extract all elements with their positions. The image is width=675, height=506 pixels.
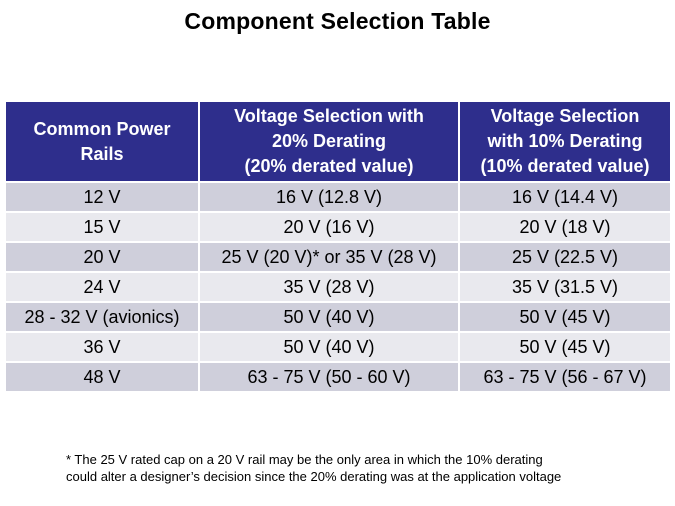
cell-20-percent: 25 V (20 V)* or 35 V (28 V)	[198, 241, 460, 273]
header-10-percent-derating: Voltage Selection with 10% Derating (10%…	[458, 100, 672, 183]
header-line: (10% derated value)	[480, 156, 650, 176]
header-line: Common Power	[33, 118, 171, 139]
header-line: (20% derated value)	[244, 156, 414, 176]
cell-10-percent: 63 - 75 V (56 - 67 V)	[458, 361, 672, 393]
cell-rail: 20 V	[4, 241, 200, 273]
header-line: 20% Derating	[271, 131, 387, 151]
cell-10-percent: 50 V (45 V)	[458, 301, 672, 333]
table-row: 28 - 32 V (avionics) 50 V (40 V) 50 V (4…	[4, 301, 672, 333]
footnote-line: * The 25 V rated cap on a 20 V rail may …	[66, 452, 543, 467]
cell-10-percent: 25 V (22.5 V)	[458, 241, 672, 273]
cell-10-percent: 50 V (45 V)	[458, 331, 672, 363]
table-row: 48 V 63 - 75 V (50 - 60 V) 63 - 75 V (56…	[4, 361, 672, 393]
cell-10-percent: 16 V (14.4 V)	[458, 181, 672, 213]
cell-rail: 15 V	[4, 211, 200, 243]
cell-20-percent: 50 V (40 V)	[198, 331, 460, 363]
cell-rail: 48 V	[4, 361, 200, 393]
header-line: Voltage Selection with	[234, 106, 424, 126]
cell-rail: 12 V	[4, 181, 200, 213]
cell-rail: 28 - 32 V (avionics)	[4, 301, 200, 333]
footnote: * The 25 V rated cap on a 20 V rail may …	[66, 451, 666, 485]
cell-20-percent: 20 V (16 V)	[198, 211, 460, 243]
page-title: Component Selection Table	[184, 8, 491, 34]
header-line: Voltage Selection	[490, 106, 640, 126]
header-line: with 10% Derating	[487, 131, 643, 151]
header-common-power-rails: Common Power Rails	[4, 100, 200, 183]
cell-20-percent: 16 V (12.8 V)	[198, 181, 460, 213]
component-selection-table: Common Power Rails Voltage Selection wit…	[4, 100, 672, 393]
table-row: 15 V 20 V (16 V) 20 V (18 V)	[4, 211, 672, 243]
header-20-percent-derating: Voltage Selection with 20% Derating (20%…	[198, 100, 460, 183]
table-row: 20 V 25 V (20 V)* or 35 V (28 V) 25 V (2…	[4, 241, 672, 273]
table-row: 12 V 16 V (12.8 V) 16 V (14.4 V)	[4, 181, 672, 213]
table-row: 36 V 50 V (40 V) 50 V (45 V)	[4, 331, 672, 363]
cell-10-percent: 35 V (31.5 V)	[458, 271, 672, 303]
cell-10-percent: 20 V (18 V)	[458, 211, 672, 243]
table-header-row: Common Power Rails Voltage Selection wit…	[4, 100, 672, 183]
cell-20-percent: 50 V (40 V)	[198, 301, 460, 333]
header-line: Rails	[80, 143, 124, 164]
footnote-line: could alter a designer’s decision since …	[66, 469, 562, 484]
cell-20-percent: 35 V (28 V)	[198, 271, 460, 303]
table-row: 24 V 35 V (28 V) 35 V (31.5 V)	[4, 271, 672, 303]
cell-rail: 24 V	[4, 271, 200, 303]
cell-20-percent: 63 - 75 V (50 - 60 V)	[198, 361, 460, 393]
cell-rail: 36 V	[4, 331, 200, 363]
